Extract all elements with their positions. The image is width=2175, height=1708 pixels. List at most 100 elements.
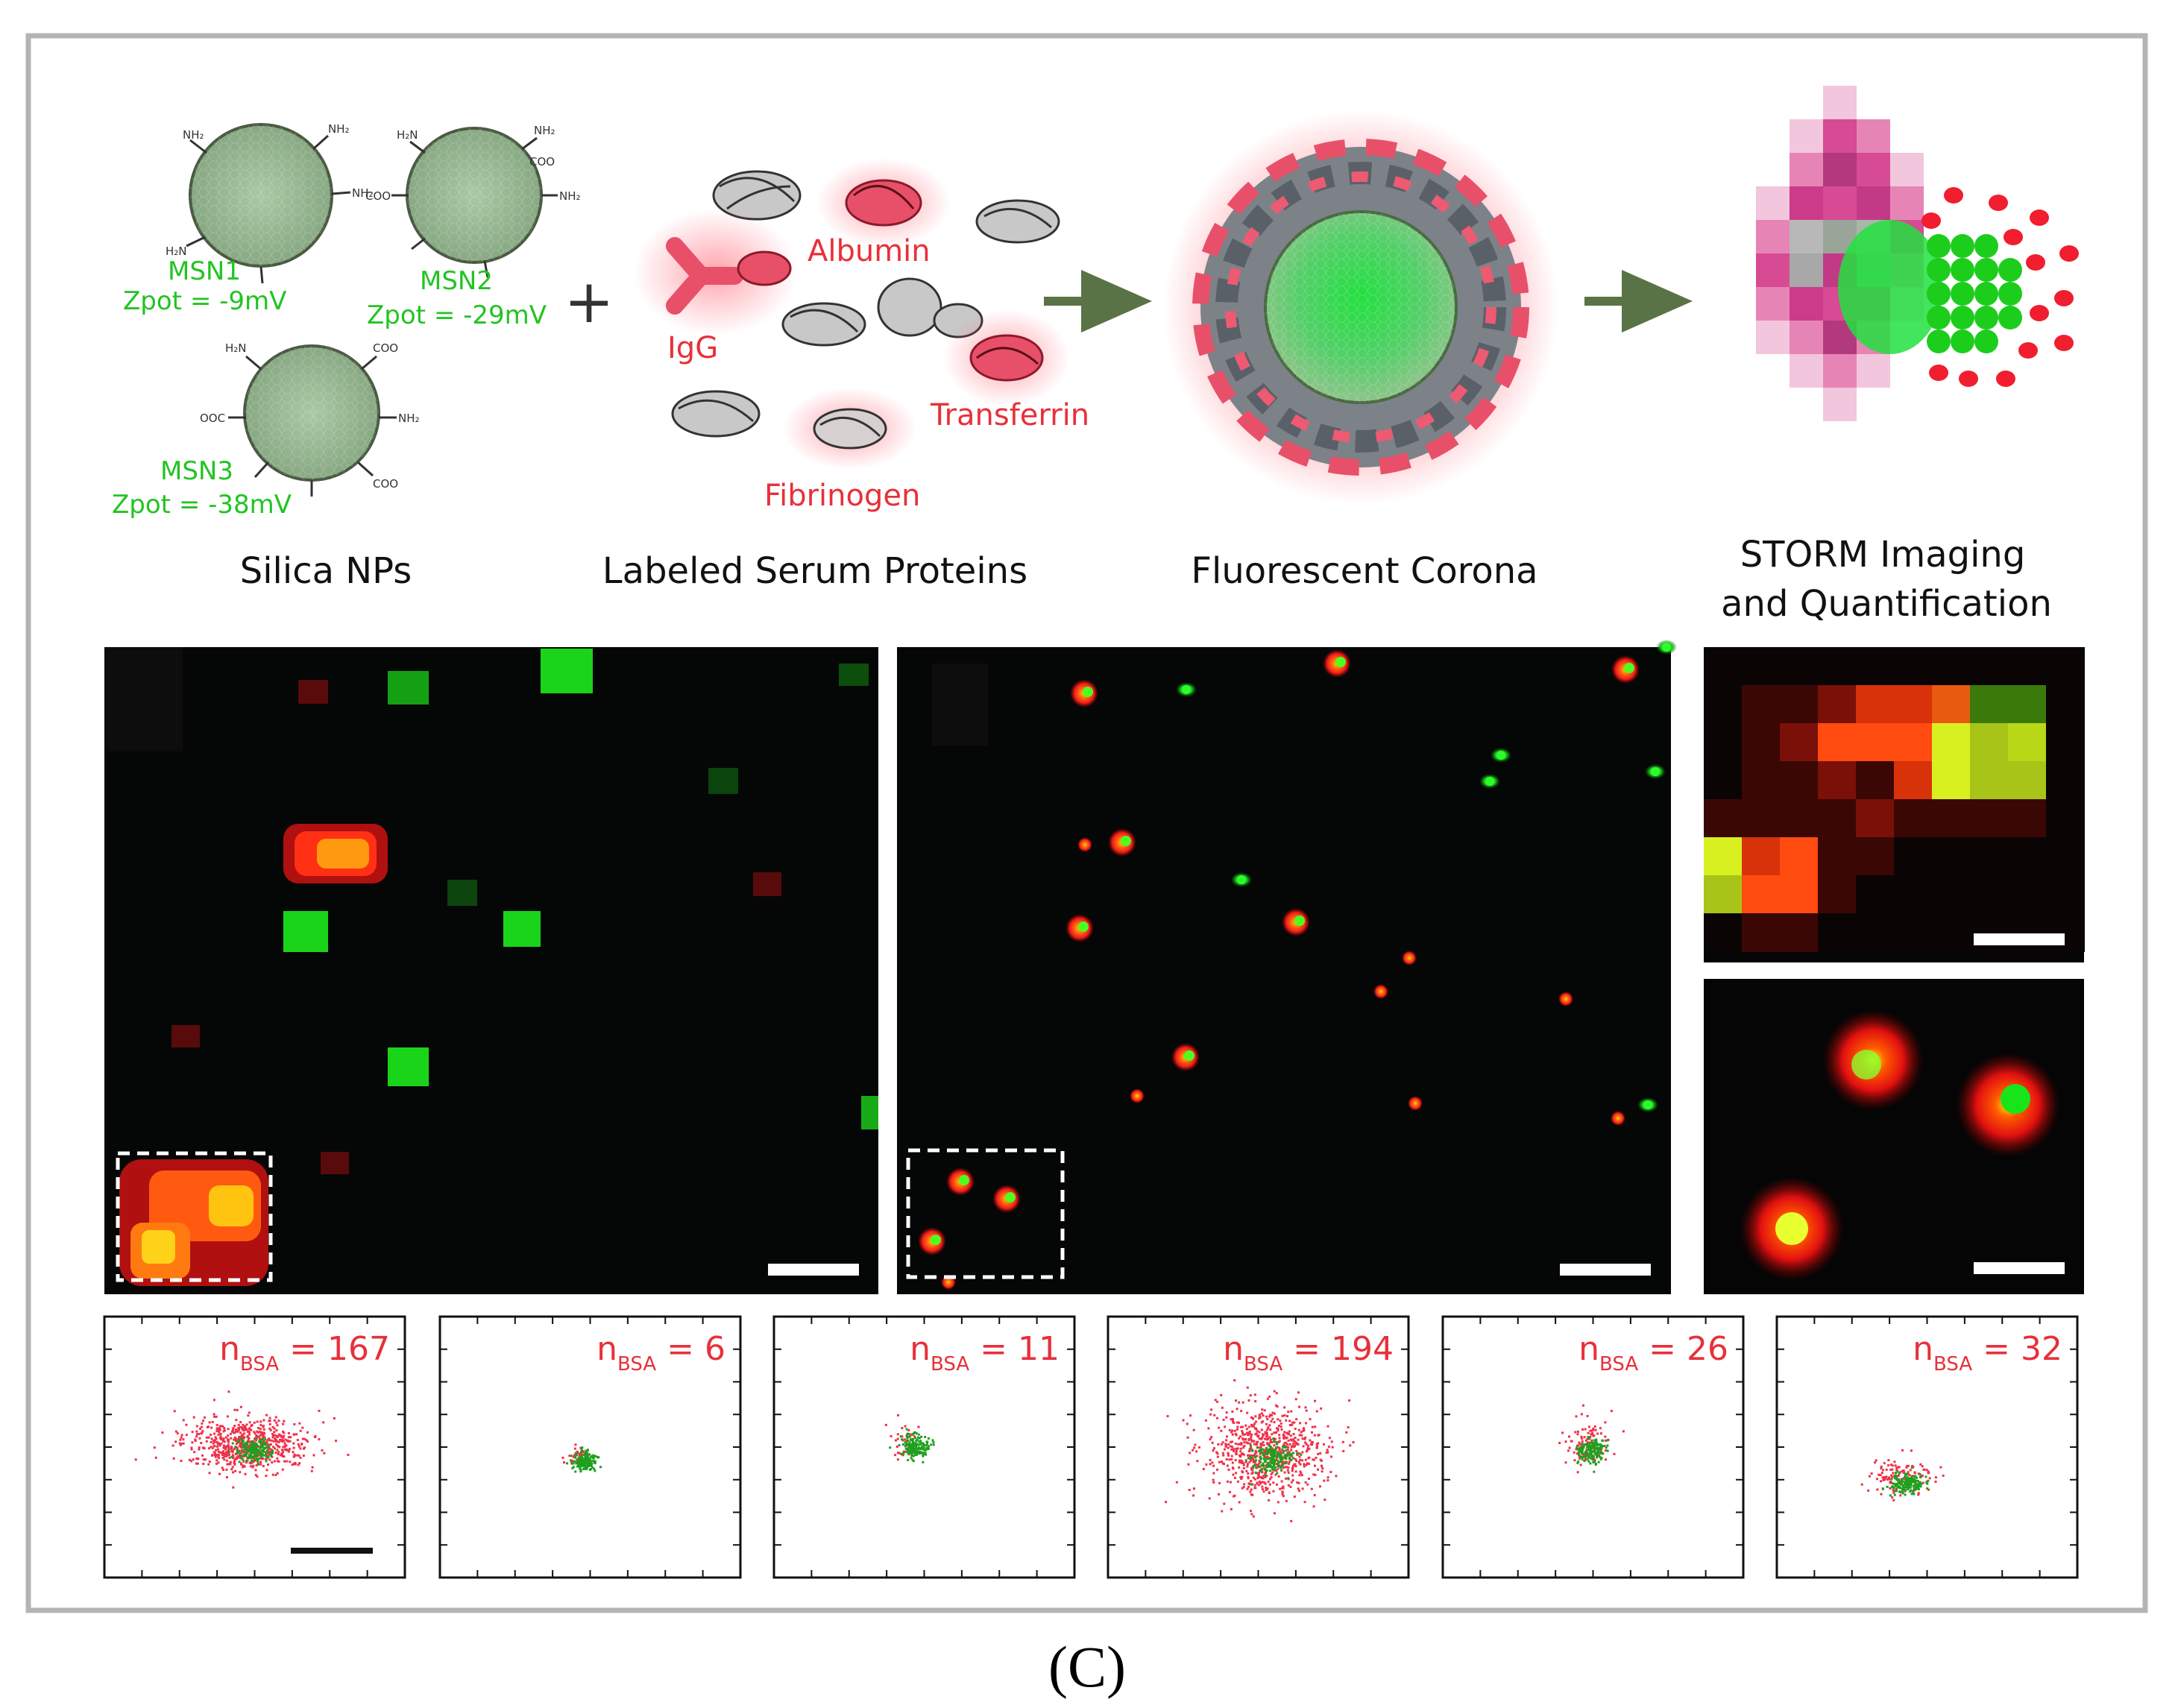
scatter-point-red xyxy=(240,1462,243,1465)
scatter-point-red xyxy=(213,1440,216,1443)
scatter-point-red xyxy=(1211,1461,1214,1464)
scatter-point-green xyxy=(920,1452,923,1455)
scatter-point-green xyxy=(1271,1451,1274,1454)
scatter-point-red xyxy=(896,1452,899,1455)
scatter-point-red xyxy=(255,1464,258,1467)
scatter-point-red xyxy=(268,1427,271,1430)
scatter-point-red xyxy=(321,1449,324,1452)
scatter-point-green xyxy=(271,1452,274,1455)
scatter-point-red xyxy=(1880,1480,1883,1483)
scatter-point-red xyxy=(217,1433,220,1436)
scatter-point-green xyxy=(231,1442,234,1445)
scatter-point-red xyxy=(235,1429,238,1432)
scatter-point-red xyxy=(1251,1457,1254,1460)
scatter-point-red xyxy=(243,1465,246,1468)
scatter-point-red xyxy=(198,1448,201,1451)
scatter-point-green xyxy=(585,1467,588,1470)
scatter-point-red xyxy=(1210,1436,1213,1439)
scatter-point-green xyxy=(912,1455,915,1458)
scatter-point-red xyxy=(1584,1439,1587,1442)
scatter-point-green xyxy=(1287,1477,1290,1480)
scatter-point-green xyxy=(1900,1480,1903,1483)
scatter-point-green xyxy=(1906,1482,1909,1485)
scatter-point-green xyxy=(1274,1454,1277,1457)
scatter-point-red xyxy=(1212,1472,1215,1475)
scatter-point-red xyxy=(1581,1453,1584,1456)
scatter-point-red xyxy=(236,1458,239,1460)
scatter-point-green xyxy=(920,1435,923,1438)
scatter-point-red xyxy=(1239,1447,1242,1450)
scatter-point-red xyxy=(1244,1424,1247,1427)
scatter-point-red xyxy=(1297,1481,1300,1484)
scatter-point-red xyxy=(215,1440,218,1443)
scatter-point-red xyxy=(901,1435,904,1438)
scatter-point-red xyxy=(1250,1433,1253,1436)
scatter-point-green xyxy=(1263,1458,1266,1460)
scatter-point-red xyxy=(1880,1472,1883,1475)
count-prefix: n xyxy=(1578,1330,1599,1368)
scatter-point-green xyxy=(916,1439,919,1442)
scatter-point-green xyxy=(1904,1480,1907,1483)
zoom-pixel xyxy=(1818,685,1857,724)
scatter-point-green xyxy=(577,1465,580,1468)
scatter-point-red xyxy=(239,1443,242,1446)
scatter-point-red xyxy=(1298,1434,1301,1437)
scatter-point-red xyxy=(1277,1501,1279,1504)
scatter-point-red xyxy=(1281,1487,1284,1490)
scatter-point-red xyxy=(1287,1484,1290,1487)
scatter-point-red xyxy=(1247,1485,1250,1488)
scatter-point-red xyxy=(1196,1460,1199,1463)
storm-icon xyxy=(1756,86,2079,421)
scatter-point-red xyxy=(1241,1430,1244,1433)
zoom-pixel xyxy=(1742,837,1781,876)
scatter-point-red xyxy=(1266,1438,1269,1441)
scatter-point-red xyxy=(1300,1431,1303,1434)
scatter-point-red xyxy=(240,1449,243,1452)
storm-particle xyxy=(1656,640,1677,655)
scatter-point-red xyxy=(1280,1428,1283,1431)
scatter-point-green xyxy=(1913,1481,1916,1484)
scatter-point-red xyxy=(247,1440,250,1443)
scatter-point-green xyxy=(1265,1458,1268,1460)
scatter-point-green xyxy=(1578,1446,1581,1449)
scatter-point-red xyxy=(229,1460,232,1463)
scatter-point-red xyxy=(1231,1417,1234,1420)
scatter-point-red xyxy=(1292,1442,1295,1445)
nanoparticle-msn1: NH₂ NH₂ NH₂ H₂N xyxy=(166,122,374,284)
scatter-point-red xyxy=(1576,1452,1578,1455)
scatter-point-red xyxy=(242,1464,245,1467)
nanoparticle-msn3: H₂N COO NH₂ OOC COO xyxy=(200,341,420,497)
scatter-point-red xyxy=(220,1437,223,1440)
stage-title-storm-line2: and Quantification xyxy=(1721,583,2052,625)
scatter-point-red xyxy=(1604,1435,1607,1438)
scatter-point-red xyxy=(1897,1474,1900,1477)
scatter-point-red xyxy=(1323,1479,1326,1482)
scatter-point-green xyxy=(257,1463,260,1466)
scatter-point-red xyxy=(1299,1422,1302,1425)
scatter-point-red xyxy=(201,1454,204,1457)
scatter-point-red xyxy=(1227,1452,1230,1455)
scatter-point-green xyxy=(1914,1487,1917,1490)
scatter-point-red xyxy=(1251,1472,1254,1475)
scatter-point-green xyxy=(227,1450,230,1453)
scatter-point-red xyxy=(233,1431,236,1434)
scatter-point-red xyxy=(195,1425,198,1428)
count-subscript: BSA xyxy=(1599,1353,1638,1375)
scatter-point-red xyxy=(214,1455,217,1458)
scatter-point-red xyxy=(1290,1481,1293,1484)
scatter-point-red xyxy=(1581,1437,1584,1440)
msn2-zpot: Zpot = -29mV xyxy=(367,300,547,330)
scatter-point-red xyxy=(236,1408,239,1411)
scatter-point-red xyxy=(172,1457,175,1460)
scatter-point-red xyxy=(1590,1439,1593,1442)
scatter-point-red xyxy=(1919,1463,1922,1466)
scatter-point-red xyxy=(211,1420,214,1423)
scatter-point-green xyxy=(267,1455,270,1458)
scatter-point-red xyxy=(1225,1416,1228,1419)
scatter-point-red xyxy=(1258,1472,1261,1475)
scatter-point-red xyxy=(201,1422,204,1425)
scatter-point-green xyxy=(242,1454,245,1457)
zoom-pixel xyxy=(2046,913,2085,952)
scatter-point-red xyxy=(270,1439,273,1442)
scatter-point-red xyxy=(182,1419,185,1422)
